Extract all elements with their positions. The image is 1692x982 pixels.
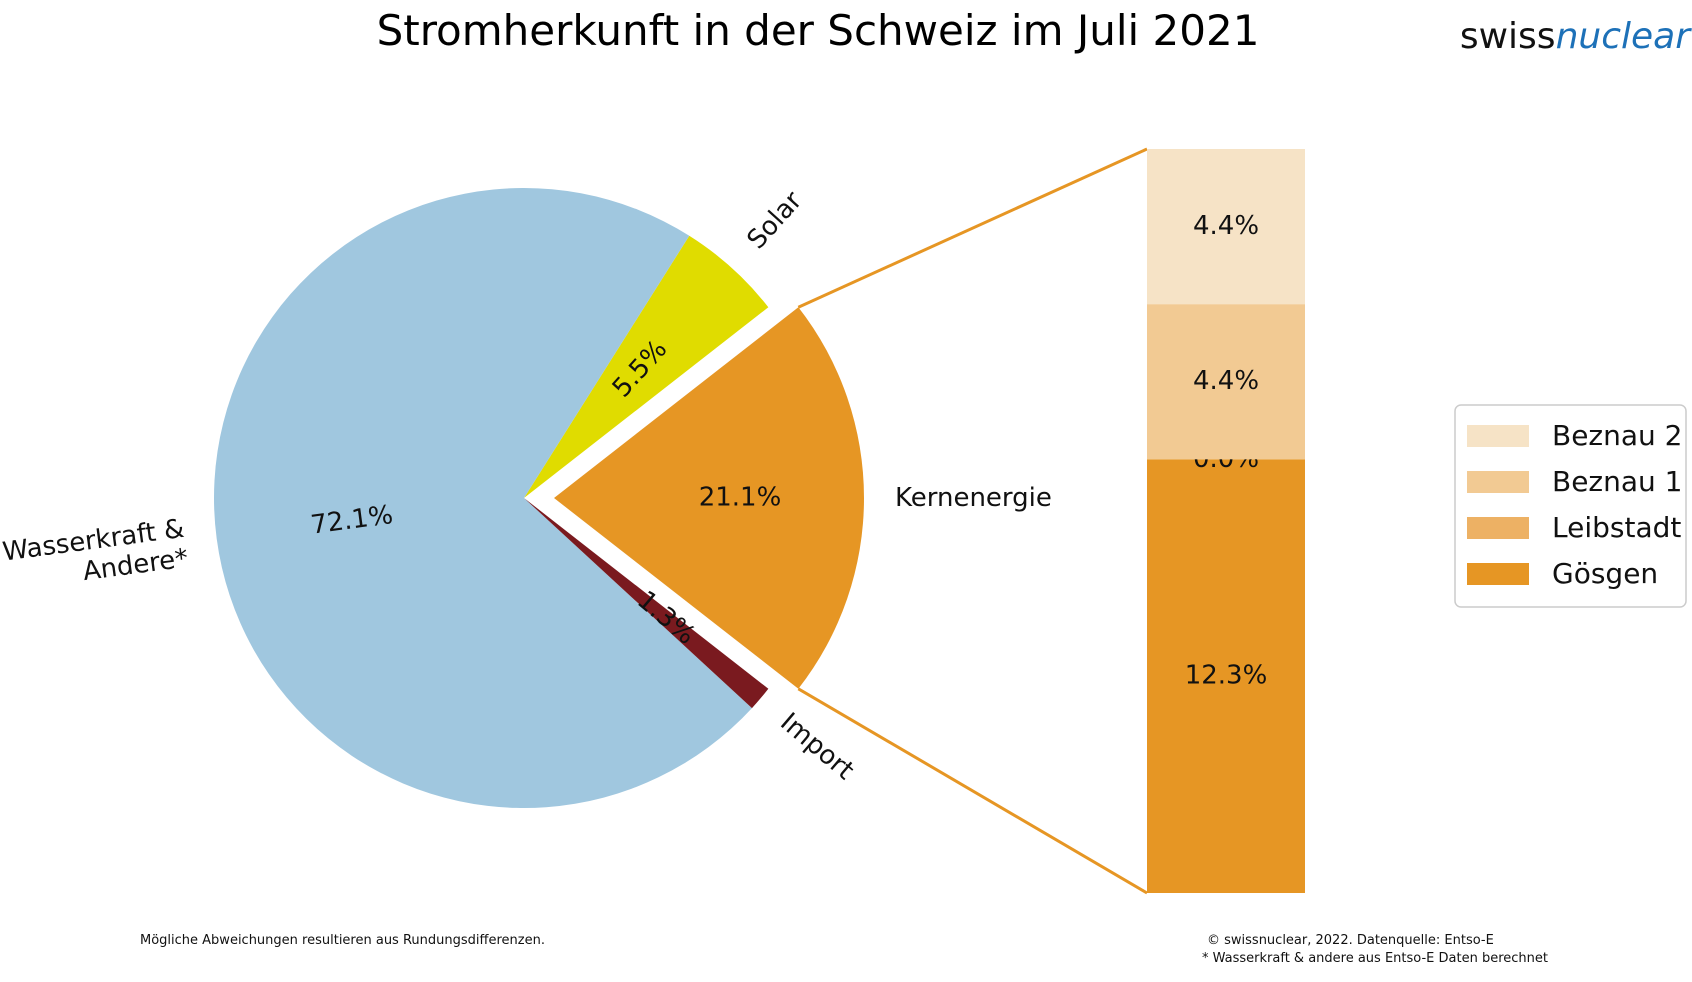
connector-line-top <box>797 147 1148 309</box>
chart-title: Stromherkunft in der Schweiz im Juli 202… <box>377 6 1260 55</box>
pie-slice-import <box>524 498 769 709</box>
legend-frame <box>1454 404 1687 608</box>
footer-copyright: © swissnuclear, 2022. Datenquelle: Entso… <box>1207 933 1494 948</box>
footer-footnote: * Wasserkraft & andere aus Entso-E Daten… <box>1202 951 1548 966</box>
svg-text:swissnuclear: swissnuclear <box>1460 16 1692 57</box>
legend: Beznau 2 Beznau 1 Leibstadt Gösgen <box>1454 404 1687 608</box>
pie-value-label-kernenergie: 21.1% <box>699 483 782 513</box>
legend-label-g-sgen: Gösgen <box>1552 557 1658 590</box>
stacked-bar: 12.3%0.0%4.4%4.4% <box>1147 149 1305 893</box>
logo-text-nuclear: nuclear <box>1556 16 1692 57</box>
bar-segment-beznau-1 <box>1147 304 1305 460</box>
swissnuclear-logo: swissnuclear <box>1460 16 1692 57</box>
pie-slice-solar <box>524 235 769 498</box>
legend-label-beznau-2: Beznau 2 <box>1552 419 1683 452</box>
bar-value-label-beznau-1: 4.4% <box>1193 366 1259 396</box>
pie-chart: 21.1% Kernenergie5.5%Solar72.1%Wasserkraf… <box>1 185 1052 808</box>
legend-label-beznau-1: Beznau 1 <box>1552 465 1683 498</box>
legend-swatch-g-sgen <box>1467 563 1529 585</box>
legend-swatch-leibstadt <box>1467 517 1529 539</box>
legend-label-leibstadt: Leibstadt <box>1552 511 1681 544</box>
logo-text-swiss: swiss <box>1460 16 1556 57</box>
connector-line-bottom <box>797 687 1148 895</box>
pie-category-label-wasserkraft-andere: Wasserkraft &Andere* <box>1 513 190 596</box>
bar-segment-beznau-2 <box>1147 149 1305 305</box>
legend-swatch-beznau-1 <box>1467 471 1529 493</box>
footer-note-left: Mögliche Abweichungen resultieren aus Ru… <box>140 933 545 948</box>
pie-category-label-kernenergie: Kernenergie <box>895 483 1052 513</box>
connector-lines <box>797 147 1148 895</box>
pie-slice-wasserkraft-andere <box>213 187 752 808</box>
bar-segment-g-sgen <box>1147 459 1305 893</box>
pie-category-label-solar: Solar <box>741 185 808 254</box>
bar-value-label-g-sgen: 12.3% <box>1185 661 1268 691</box>
pie-slice-kernenergie <box>554 307 864 689</box>
bar-value-label-beznau-2: 4.4% <box>1193 211 1259 241</box>
legend-swatch-beznau-2 <box>1467 425 1529 447</box>
